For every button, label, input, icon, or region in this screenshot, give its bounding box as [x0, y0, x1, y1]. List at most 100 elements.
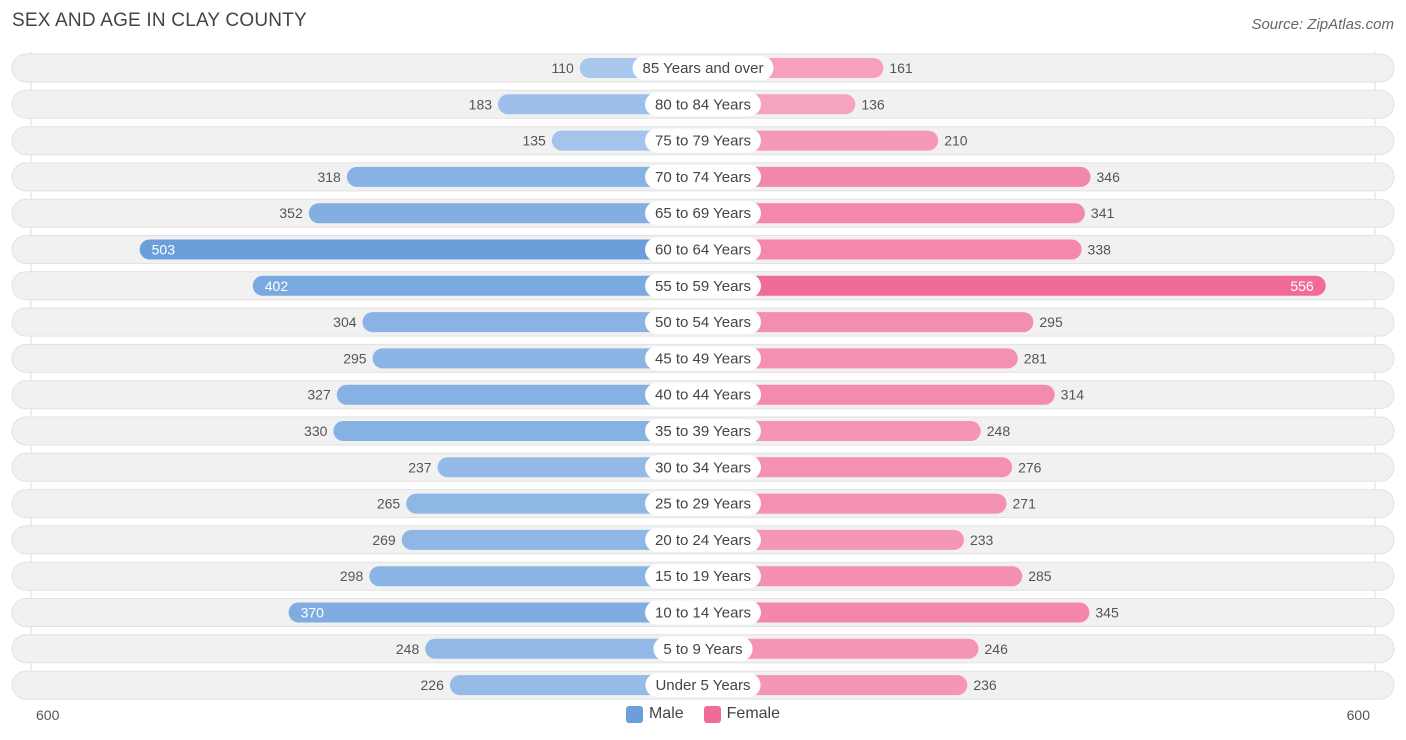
male-value-label: 269 — [372, 532, 396, 548]
female-value-label: 276 — [1018, 459, 1042, 475]
bar-female — [703, 638, 979, 659]
category-label: 55 to 59 Years — [655, 278, 751, 295]
legend-item-female[interactable]: Female — [703, 705, 781, 723]
male-value-label: 237 — [408, 459, 432, 475]
category-label: 5 to 9 Years — [663, 641, 742, 658]
female-value-label: 236 — [973, 677, 997, 693]
male-value-label: 298 — [340, 568, 364, 584]
male-value-label: 330 — [304, 423, 328, 439]
age-row: 70 to 74 Years 318 346 — [11, 162, 1395, 192]
bar-male — [437, 457, 703, 478]
category-label: 40 to 44 Years — [655, 387, 751, 404]
bar-female — [703, 312, 1034, 333]
bar-male — [369, 566, 703, 587]
male-value-label: 248 — [396, 641, 420, 657]
bar-female — [703, 675, 968, 696]
category-pill — [645, 527, 761, 552]
category-label: 10 to 14 Years — [655, 605, 751, 622]
category-label: 65 to 69 Years — [655, 205, 751, 222]
age-row: 25 to 29 Years 265 271 — [11, 489, 1395, 519]
category-pill — [632, 56, 774, 80]
female-value-label: 233 — [970, 532, 994, 548]
category-pill — [645, 310, 761, 335]
female-value-label: 248 — [987, 423, 1011, 439]
female-value-label: 161 — [889, 60, 913, 76]
category-pill — [645, 491, 761, 516]
bar-female — [703, 130, 939, 151]
bar-male — [336, 384, 703, 405]
category-pill — [645, 92, 761, 117]
bar-male — [425, 638, 703, 659]
category-pill — [645, 237, 761, 262]
age-row: 75 to 79 Years 135 210 — [11, 126, 1395, 156]
category-pill — [645, 128, 761, 153]
female-value-label: 281 — [1024, 350, 1048, 366]
legend-item-male[interactable]: Male — [625, 705, 684, 723]
female-value-label: 285 — [1028, 568, 1052, 584]
age-row: 15 to 19 Years 298 285 — [11, 561, 1395, 591]
bar-female — [703, 384, 1055, 405]
bar-female — [703, 275, 1326, 296]
source-note: Source: ZipAtlas.com — [1251, 16, 1394, 33]
female-value-label: 338 — [1088, 242, 1112, 258]
bar-male — [252, 275, 703, 296]
age-row: 50 to 54 Years 304 295 — [11, 307, 1395, 337]
male-value-label: 304 — [333, 314, 357, 330]
bar-female — [703, 239, 1082, 260]
bar-female — [703, 348, 1018, 369]
category-label: Under 5 Years — [655, 677, 750, 694]
category-label: 60 to 64 Years — [655, 242, 751, 259]
bar-female — [703, 529, 964, 550]
age-row: 30 to 34 Years 237 276 — [11, 452, 1395, 482]
category-label: 75 to 79 Years — [655, 133, 751, 150]
bar-male — [406, 493, 703, 514]
age-row: 20 to 24 Years 269 233 — [11, 525, 1395, 555]
female-value-label: 271 — [1013, 496, 1037, 512]
category-pill — [645, 600, 761, 625]
bar-male — [139, 239, 703, 260]
male-value-label: 370 — [301, 605, 325, 621]
female-swatch — [703, 705, 721, 723]
female-value-label: 246 — [985, 641, 1009, 657]
category-pill — [645, 455, 761, 480]
female-value-label: 556 — [1290, 278, 1314, 294]
female-value-label: 345 — [1095, 605, 1119, 621]
category-label: 70 to 74 Years — [655, 169, 751, 186]
male-value-label: 352 — [279, 205, 303, 221]
category-label: 45 to 49 Years — [655, 350, 751, 367]
category-pill — [645, 382, 761, 407]
age-row: 85 Years and over 110 161 — [11, 53, 1395, 83]
axis-left-label: 600 — [36, 707, 60, 723]
female-value-label: 341 — [1091, 205, 1115, 221]
legend-label-male: Male — [648, 705, 684, 722]
category-pill — [645, 419, 761, 443]
category-pill — [645, 273, 761, 298]
bar-female — [703, 203, 1085, 224]
legend-label-female: Female — [726, 705, 781, 722]
bar-female — [703, 421, 981, 441]
bar-female — [703, 457, 1013, 478]
population-pyramid-chart: 85 Years and over 110 161 80 to 84 Years 183… — [11, 52, 1395, 700]
female-value-label: 136 — [861, 96, 885, 112]
bar-female — [703, 493, 1007, 514]
male-value-label: 327 — [307, 387, 331, 403]
male-value-label: 183 — [469, 96, 493, 112]
bar-male — [288, 602, 703, 623]
bar-female — [703, 566, 1023, 587]
axis-right-label: 600 — [1346, 707, 1370, 723]
category-pill — [645, 346, 761, 371]
age-row: 55 to 59 Years 402 556 — [11, 271, 1395, 301]
female-value-label: 314 — [1061, 387, 1085, 403]
bar-female — [703, 166, 1091, 187]
age-row: 10 to 14 Years 370 345 — [11, 598, 1395, 627]
age-row: 40 to 44 Years 327 314 — [11, 380, 1395, 410]
category-label: 25 to 29 Years — [655, 496, 751, 513]
bar-male — [362, 312, 703, 333]
age-row: 35 to 39 Years 330 248 — [11, 416, 1395, 446]
age-row: Under 5 Years 226 236 — [11, 670, 1395, 700]
bar-male — [346, 166, 703, 187]
male-value-label: 265 — [377, 496, 401, 512]
male-value-label: 503 — [152, 242, 176, 258]
category-label: 85 Years and over — [643, 60, 764, 77]
category-pill — [645, 673, 761, 698]
